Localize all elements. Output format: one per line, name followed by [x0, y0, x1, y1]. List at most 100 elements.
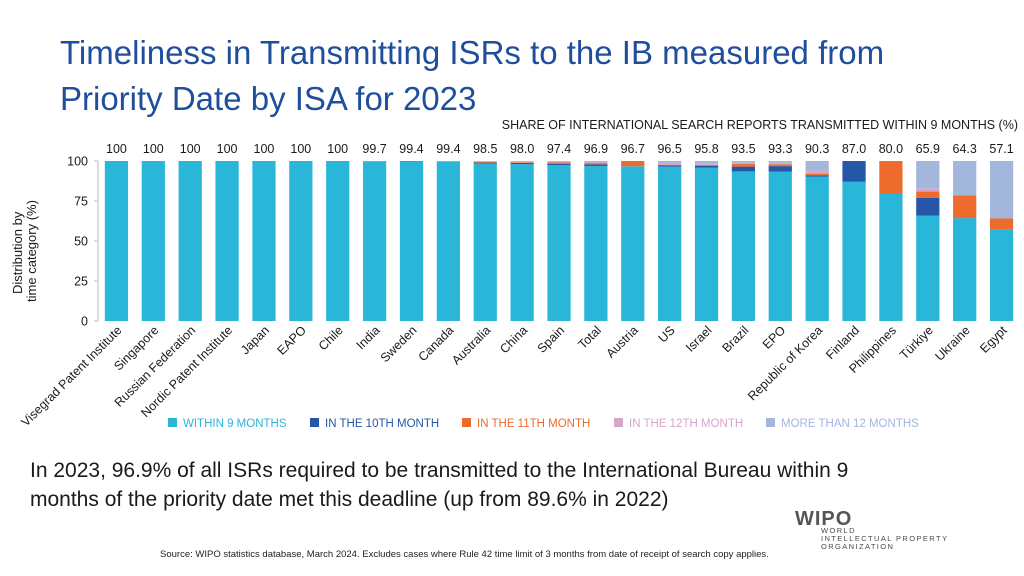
x-tick-label: Japan	[238, 323, 272, 357]
legend-label: IN THE 12TH MONTH	[629, 418, 743, 430]
bar-segment	[658, 164, 682, 166]
bar-segment	[547, 162, 571, 164]
bar-segment	[731, 166, 756, 172]
y-axis-label-line1: Distribution by	[10, 211, 25, 294]
x-tick-label: EPO	[760, 323, 789, 352]
bar-segment	[510, 164, 534, 321]
bar-value-label: 96.9	[584, 142, 608, 156]
bar-segment	[768, 164, 792, 167]
bar-segment	[989, 218, 1014, 230]
x-tick-label: Chile	[316, 323, 346, 353]
source-note: Source: WIPO statistics database, March …	[160, 549, 769, 560]
x-tick-label: Sweden	[378, 323, 420, 365]
bar-segment	[916, 188, 940, 192]
bar-value-label: 98.0	[510, 142, 534, 156]
legend-swatch	[310, 418, 319, 427]
bar-value-label: 100	[217, 142, 238, 156]
bar-segment	[731, 164, 756, 167]
bar-segment	[694, 165, 719, 168]
bar-segment	[584, 164, 608, 166]
bar-segment	[805, 176, 829, 321]
bar-segment	[658, 165, 682, 167]
bar-segment	[694, 163, 719, 165]
bar-segment	[731, 161, 756, 163]
bar-value-label: 100	[106, 142, 127, 156]
bar-value-label: 99.7	[362, 142, 386, 156]
bar-segment	[768, 166, 792, 172]
bar-segment	[510, 161, 534, 162]
y-tick-label: 25	[74, 275, 88, 289]
bar-segment	[584, 162, 608, 164]
x-tick-label: Spain	[535, 323, 568, 356]
bar-segment	[547, 163, 571, 166]
bar-value-label: 95.8	[694, 142, 718, 156]
x-tick-label: Egypt	[977, 323, 1010, 356]
bar-value-label: 99.4	[436, 142, 460, 156]
legend-label: MORE THAN 12 MONTHS	[781, 418, 919, 430]
top-labels-group: 100 100 100 100 100 100 100 99.7 99.4 99.4 98.5 98.…	[106, 142, 1014, 156]
bar-segment	[584, 165, 608, 321]
x-tick-label: Brazil	[720, 323, 752, 355]
y-axis-label-line2: time category (%)	[24, 200, 39, 302]
bar-segment	[510, 161, 534, 163]
bar-segment	[694, 167, 719, 321]
bar-segment	[104, 161, 129, 321]
bar-segment	[694, 161, 719, 164]
bar-value-label: 80.0	[879, 142, 903, 156]
bar-segment	[916, 197, 940, 216]
bar-segment	[694, 164, 719, 166]
bar-segment	[768, 162, 792, 165]
bar-segment	[215, 161, 239, 321]
chart-title: SHARE OF INTERNATIONAL SEARCH REPORTS TR…	[502, 118, 1018, 132]
bar-segment	[953, 218, 977, 321]
bar-segment	[178, 161, 202, 321]
bar-segment	[953, 161, 977, 196]
x-tick-label: EAPO	[274, 323, 309, 358]
bar-segment	[768, 161, 792, 163]
logo-line-ip: INTELLECTUAL PROPERTY	[821, 534, 949, 543]
bar-value-label: 96.7	[621, 142, 645, 156]
bar-segment	[658, 163, 682, 165]
x-tick-label: US	[656, 323, 678, 345]
bar-segment	[141, 161, 165, 321]
bar-segment	[326, 161, 350, 321]
x-tick-label: China	[497, 323, 530, 356]
bar-segment	[547, 165, 571, 321]
logo-line-world: WORLD	[821, 526, 856, 535]
y-axis-label: Distribution by time category (%)	[10, 200, 39, 302]
bar-segment	[842, 181, 866, 321]
bar-value-label: 57.1	[989, 142, 1013, 156]
bar-segment	[805, 175, 829, 177]
y-tick-label: 0	[81, 315, 88, 329]
bar-segment	[399, 161, 424, 321]
slide-title: Timeliness in Transmitting ISRs to the I…	[60, 34, 885, 117]
bar-value-label: 98.5	[473, 142, 497, 156]
bar-segment	[731, 162, 756, 165]
x-tick-label: India	[354, 323, 383, 352]
bar-value-label: 97.4	[547, 142, 571, 156]
bar-segment	[805, 170, 829, 174]
x-tick-label: Israel	[683, 323, 715, 355]
bar-segment	[289, 161, 313, 321]
y-tick-label: 100	[67, 155, 88, 169]
bar-segment	[547, 161, 571, 162]
bar-segment	[916, 161, 940, 189]
bar-value-label: 99.4	[399, 142, 423, 156]
bar-segment	[399, 161, 424, 162]
bar-value-label: 90.3	[805, 142, 829, 156]
legend-swatch	[766, 418, 775, 427]
bar-segment	[547, 161, 571, 163]
legend: WITHIN 9 MONTHS IN THE 10TH MONTH IN THE 1…	[168, 418, 919, 430]
bar-value-label: 96.5	[657, 142, 681, 156]
bar-segment	[658, 166, 682, 321]
bar-segment	[916, 191, 940, 198]
wipo-logo-mark: WIPO	[795, 508, 853, 530]
bar-segment	[584, 161, 608, 163]
x-tick-label: Austria	[603, 323, 640, 360]
legend-label: IN THE 11TH MONTH	[477, 418, 590, 430]
legend-swatch	[168, 418, 177, 427]
bar-value-label: 93.5	[731, 142, 755, 156]
bar-segment	[768, 171, 792, 321]
bar-segment	[473, 162, 497, 164]
x-tick-label: Türkiye	[897, 323, 936, 362]
